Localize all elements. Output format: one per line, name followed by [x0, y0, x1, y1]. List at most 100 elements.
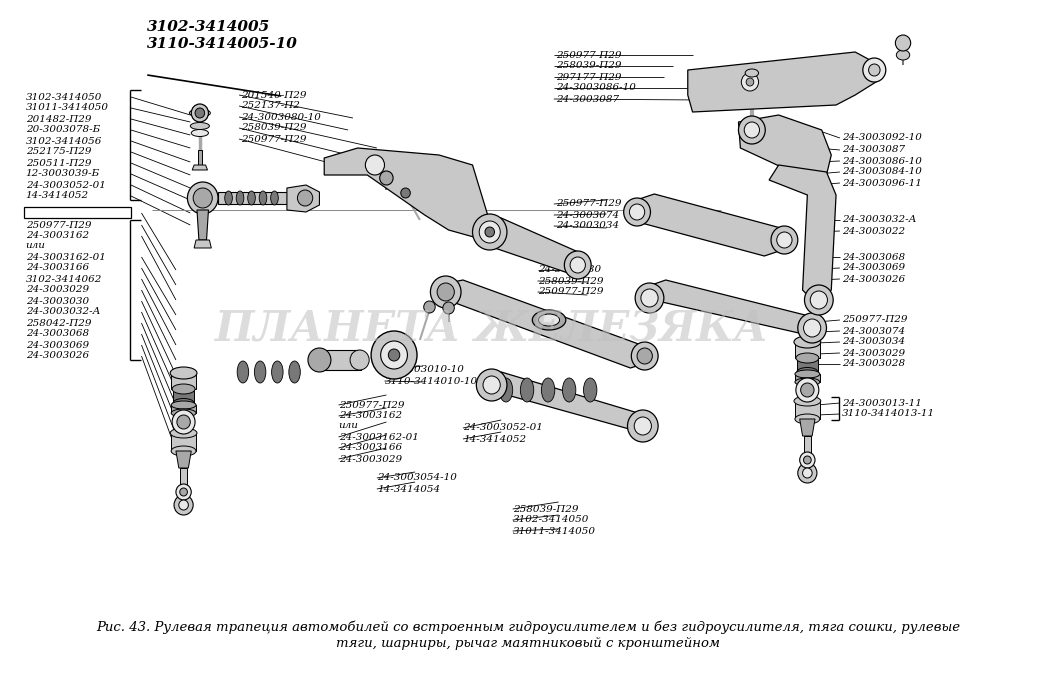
Ellipse shape — [170, 367, 197, 379]
Bar — [197, 150, 202, 166]
Bar — [171, 373, 196, 389]
Text: 24-3003029: 24-3003029 — [25, 286, 89, 294]
Text: 24-3003087: 24-3003087 — [842, 146, 905, 155]
Circle shape — [442, 302, 454, 314]
Text: 250977-П29: 250977-П29 — [555, 200, 621, 209]
Text: 3102-3414050: 3102-3414050 — [513, 516, 589, 524]
Bar — [24, 207, 131, 218]
Text: 297177-П29: 297177-П29 — [555, 72, 621, 82]
Circle shape — [777, 232, 792, 248]
Circle shape — [485, 227, 494, 237]
Ellipse shape — [270, 191, 279, 205]
Text: 252137-П2: 252137-П2 — [241, 101, 300, 111]
Ellipse shape — [171, 446, 196, 456]
Ellipse shape — [189, 109, 210, 117]
Bar — [171, 433, 196, 451]
Text: 250511-П29: 250511-П29 — [25, 159, 91, 167]
Text: 24-3003166: 24-3003166 — [339, 443, 401, 452]
Bar — [218, 192, 289, 204]
Text: 24-3003068: 24-3003068 — [25, 329, 89, 338]
Polygon shape — [769, 165, 836, 305]
Text: 252175-П29: 252175-П29 — [25, 148, 91, 157]
Circle shape — [804, 319, 821, 337]
Text: тяги, шарниры, рычаг маятниковый с кронштейном: тяги, шарниры, рычаг маятниковый с кронш… — [336, 637, 720, 650]
Text: 24-3003086-10: 24-3003086-10 — [842, 157, 922, 165]
Text: 24-3003032-А: 24-3003032-А — [25, 308, 100, 317]
Circle shape — [805, 285, 833, 315]
Polygon shape — [197, 210, 208, 240]
Text: 258042-П29: 258042-П29 — [25, 319, 91, 327]
Circle shape — [389, 349, 400, 361]
Bar — [797, 358, 818, 372]
Bar — [318, 350, 360, 370]
Circle shape — [308, 348, 331, 372]
Text: 24-3003054-10: 24-3003054-10 — [377, 473, 456, 483]
Circle shape — [187, 182, 218, 214]
Text: 24-3003162: 24-3003162 — [25, 232, 89, 240]
Bar — [804, 436, 811, 456]
Polygon shape — [194, 240, 211, 248]
Ellipse shape — [254, 361, 266, 383]
Text: 3102-3414056: 3102-3414056 — [25, 136, 102, 146]
Ellipse shape — [271, 361, 283, 383]
Text: 3102-3414062: 3102-3414062 — [25, 275, 102, 284]
Circle shape — [365, 155, 384, 175]
Circle shape — [191, 104, 208, 122]
Text: 24-3003030: 24-3003030 — [538, 265, 601, 275]
Text: 250977-П29: 250977-П29 — [25, 221, 91, 230]
Ellipse shape — [238, 361, 248, 383]
Circle shape — [895, 35, 910, 51]
Circle shape — [627, 410, 658, 442]
Circle shape — [401, 188, 411, 198]
Ellipse shape — [191, 130, 208, 136]
Circle shape — [800, 383, 814, 397]
Circle shape — [180, 488, 187, 496]
Circle shape — [741, 73, 758, 91]
Text: 24-3003092-10: 24-3003092-10 — [842, 134, 922, 142]
Text: 31011-3414050: 31011-3414050 — [513, 526, 596, 535]
Text: 24-3003013-11: 24-3003013-11 — [842, 398, 922, 408]
Circle shape — [631, 342, 658, 370]
Circle shape — [738, 116, 766, 144]
Circle shape — [195, 108, 205, 118]
Polygon shape — [324, 148, 492, 238]
Circle shape — [624, 198, 650, 226]
Circle shape — [629, 204, 645, 220]
Text: 31011-3414050: 31011-3414050 — [25, 103, 109, 113]
Text: 24-3003030: 24-3003030 — [25, 296, 89, 306]
Text: 201540-П29: 201540-П29 — [241, 90, 306, 99]
Polygon shape — [687, 52, 879, 112]
Text: 258039-П29: 258039-П29 — [538, 277, 603, 286]
Circle shape — [476, 369, 507, 401]
Circle shape — [799, 452, 815, 468]
Text: 250977-П29: 250977-П29 — [241, 134, 306, 144]
Text: 24-3003028: 24-3003028 — [842, 360, 905, 369]
Ellipse shape — [897, 50, 909, 60]
Text: Рис. 43. Рулевая трапеция автомобилей со встроенным гидроусилителем и без гидроу: Рис. 43. Рулевая трапеция автомобилей со… — [96, 620, 960, 634]
Circle shape — [380, 171, 393, 185]
Circle shape — [744, 122, 759, 138]
Text: 24-3003069: 24-3003069 — [25, 340, 89, 350]
Ellipse shape — [794, 336, 821, 348]
Ellipse shape — [795, 378, 819, 386]
Bar — [795, 401, 819, 419]
Text: 24-3003026: 24-3003026 — [842, 275, 905, 284]
Text: 24-3003052-01: 24-3003052-01 — [463, 423, 543, 433]
Circle shape — [423, 301, 435, 313]
Circle shape — [380, 341, 408, 369]
Circle shape — [193, 188, 212, 208]
Circle shape — [863, 58, 886, 82]
Text: 24-3003074: 24-3003074 — [555, 211, 619, 219]
Ellipse shape — [237, 191, 244, 205]
Text: 24-3003074: 24-3003074 — [842, 327, 905, 335]
Ellipse shape — [521, 378, 533, 402]
Ellipse shape — [171, 401, 196, 409]
Ellipse shape — [499, 378, 513, 402]
Text: 14-3414052: 14-3414052 — [463, 435, 526, 443]
Circle shape — [174, 495, 193, 515]
Polygon shape — [799, 419, 815, 436]
Polygon shape — [192, 165, 208, 170]
Circle shape — [635, 283, 664, 313]
Circle shape — [797, 313, 827, 343]
Text: ПЛАНЕТА ЖЕЛЕЗЯКА: ПЛАНЕТА ЖЕЛЕЗЯКА — [214, 309, 769, 351]
